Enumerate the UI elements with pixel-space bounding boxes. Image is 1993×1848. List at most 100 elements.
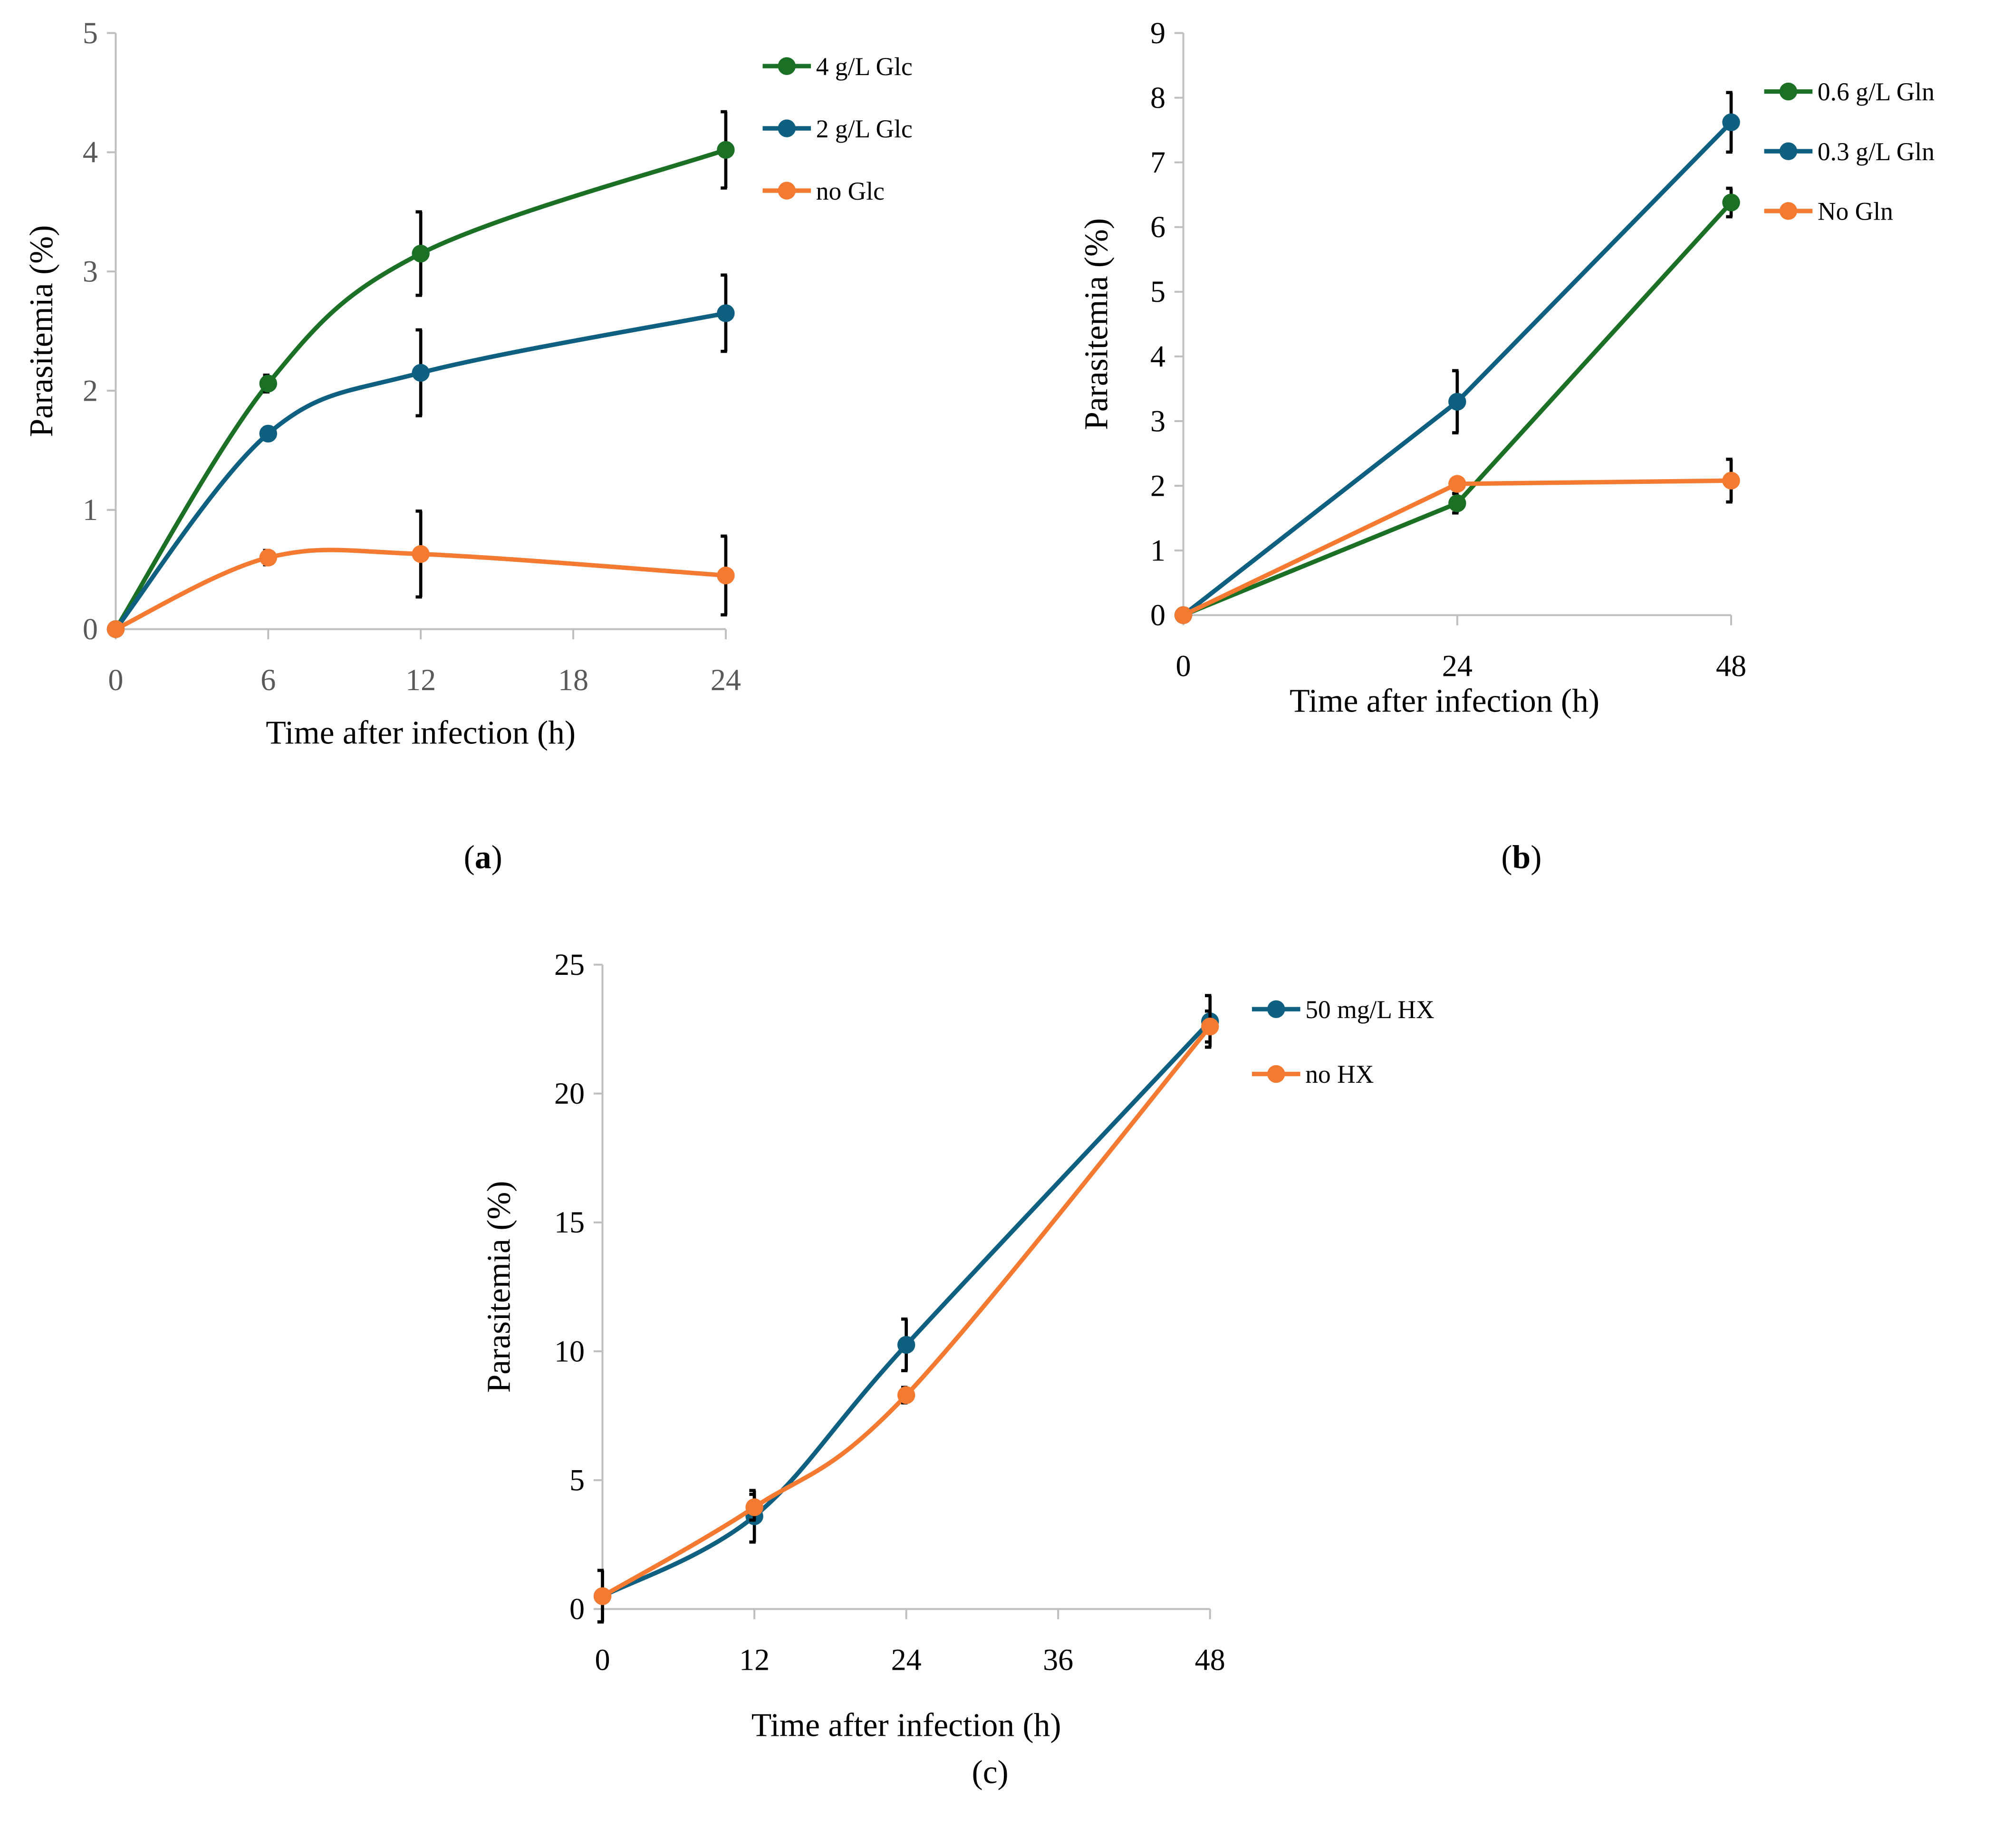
chart-panel-b: 0 1 2 3 4 5 6 7 8 9 0 24 48 Time after infection (h) P… (1078, 16, 1935, 876)
data-point (717, 567, 735, 585)
x-tick-label: 18 (558, 663, 588, 697)
data-point (1174, 606, 1193, 624)
data-point (745, 1498, 763, 1516)
x-tick-label: 24 (1442, 649, 1473, 683)
legend-marker (778, 119, 796, 137)
chart-panel-c: 0 5 10 15 20 25 0 12 24 36 48 Time after infection … (481, 948, 1435, 1791)
y-axis-title: Parasitemia (%) (1078, 218, 1115, 430)
data-point (717, 304, 735, 322)
legend-marker (778, 182, 796, 200)
y-tick-label: 5 (1150, 275, 1165, 308)
y-tick-label: 0 (83, 612, 98, 646)
legend-item: 50 mg/L HX (1252, 995, 1435, 1024)
series-50-mg-l-hx (593, 994, 1219, 1624)
x-tick-label: 12 (739, 1643, 770, 1677)
x-tick-label: 0 (595, 1643, 610, 1677)
y-tick-label: 6 (1150, 210, 1165, 244)
panel-label: (b) (1501, 839, 1541, 876)
y-tick-label: 4 (83, 135, 98, 169)
y-tick-label: 1 (83, 493, 98, 527)
data-point (259, 375, 278, 393)
y-tick-label: 2 (83, 374, 98, 407)
legend-item: no HX (1252, 1060, 1374, 1088)
legend-label: 0.3 g/L Gln (1818, 137, 1935, 166)
y-tick-label: 1 (1150, 534, 1165, 568)
y-tick-label: 0 (1150, 598, 1165, 632)
y-tick-label: 5 (83, 16, 98, 50)
x-tick-label: 0 (108, 663, 123, 697)
y-tick-label: 7 (1150, 145, 1165, 179)
y-tick-label: 20 (554, 1077, 585, 1110)
x-tick-label: 48 (1716, 649, 1746, 683)
y-tick-label: 2 (1150, 469, 1165, 502)
data-point (1448, 393, 1466, 411)
data-point (1722, 472, 1740, 490)
x-tick-label: 24 (711, 663, 741, 697)
legend-marker (1779, 82, 1798, 101)
x-tick-label: 12 (405, 663, 436, 697)
series-line (114, 311, 726, 631)
data-point (412, 545, 430, 563)
y-tick-label: 4 (1150, 339, 1165, 373)
legend-marker (1779, 142, 1798, 160)
y-tick-label: 3 (1150, 404, 1165, 438)
legend-item: 4 g/L Glc (762, 52, 913, 81)
legend-label: 0.6 g/L Gln (1818, 77, 1935, 106)
series-line (601, 1020, 1212, 1598)
legend-item: no Glc (762, 177, 885, 205)
legend-item: 2 g/L Glc (762, 115, 913, 143)
panel-label: (a) (464, 839, 502, 876)
y-tick-label: 10 (554, 1334, 585, 1368)
legend-item: 0.6 g/L Gln (1764, 77, 1935, 106)
series-line (115, 548, 726, 631)
legend-label: 2 g/L Glc (816, 115, 913, 143)
data-point (1722, 193, 1740, 212)
y-axis-title: Parasitemia (%) (481, 1181, 518, 1393)
data-point (106, 620, 125, 638)
data-point (897, 1386, 915, 1404)
legend-item: 0.3 g/L Gln (1764, 137, 1935, 166)
data-point (259, 424, 278, 443)
legend-marker (778, 57, 796, 75)
x-tick-label: 36 (1043, 1643, 1073, 1677)
data-point (1722, 113, 1740, 132)
x-tick-label: 24 (891, 1643, 922, 1677)
y-tick-label: 5 (569, 1463, 585, 1497)
legend-label: no Glc (816, 177, 885, 205)
y-tick-label: 8 (1150, 81, 1165, 115)
data-point (593, 1587, 612, 1605)
legend-label: 4 g/L Glc (816, 52, 913, 81)
series-no-hx (593, 1009, 1219, 1605)
x-axis-title: Time after infection (h) (266, 714, 576, 751)
legend-item: No Gln (1764, 197, 1893, 226)
series-0-3-g-l-gln (1174, 91, 1740, 624)
data-point (1448, 475, 1466, 493)
x-axis-title: Time after infection (h) (1290, 683, 1599, 719)
data-point (717, 141, 735, 159)
series-no-gln (1174, 457, 1740, 624)
legend-marker (1779, 202, 1798, 220)
y-tick-label: 3 (83, 255, 98, 289)
legend-marker (1267, 1065, 1285, 1083)
data-point (1448, 494, 1466, 512)
y-tick-label: 9 (1150, 16, 1165, 50)
panel-letter: c (983, 1754, 998, 1791)
data-point (412, 244, 430, 263)
x-tick-label: 48 (1195, 1643, 1225, 1677)
panel-letter: b (1512, 839, 1531, 876)
series-line (1182, 121, 1733, 617)
series-line (601, 1025, 1212, 1598)
y-axis-title: Parasitemia (%) (23, 225, 60, 437)
data-point (259, 549, 278, 567)
series-no-glc (106, 509, 735, 638)
data-point (1201, 1017, 1219, 1036)
legend-label: No Gln (1818, 197, 1893, 226)
legend-label: 50 mg/L HX (1305, 995, 1434, 1024)
panel-label: (c) (972, 1754, 1009, 1791)
x-tick-label: 6 (260, 663, 276, 697)
y-tick-label: 25 (554, 948, 585, 982)
x-axis-title: Time after infection (h) (751, 1707, 1061, 1744)
x-tick-label: 0 (1176, 649, 1191, 683)
